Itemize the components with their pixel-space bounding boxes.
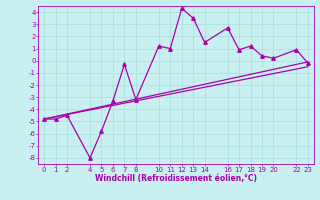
- X-axis label: Windchill (Refroidissement éolien,°C): Windchill (Refroidissement éolien,°C): [95, 174, 257, 183]
